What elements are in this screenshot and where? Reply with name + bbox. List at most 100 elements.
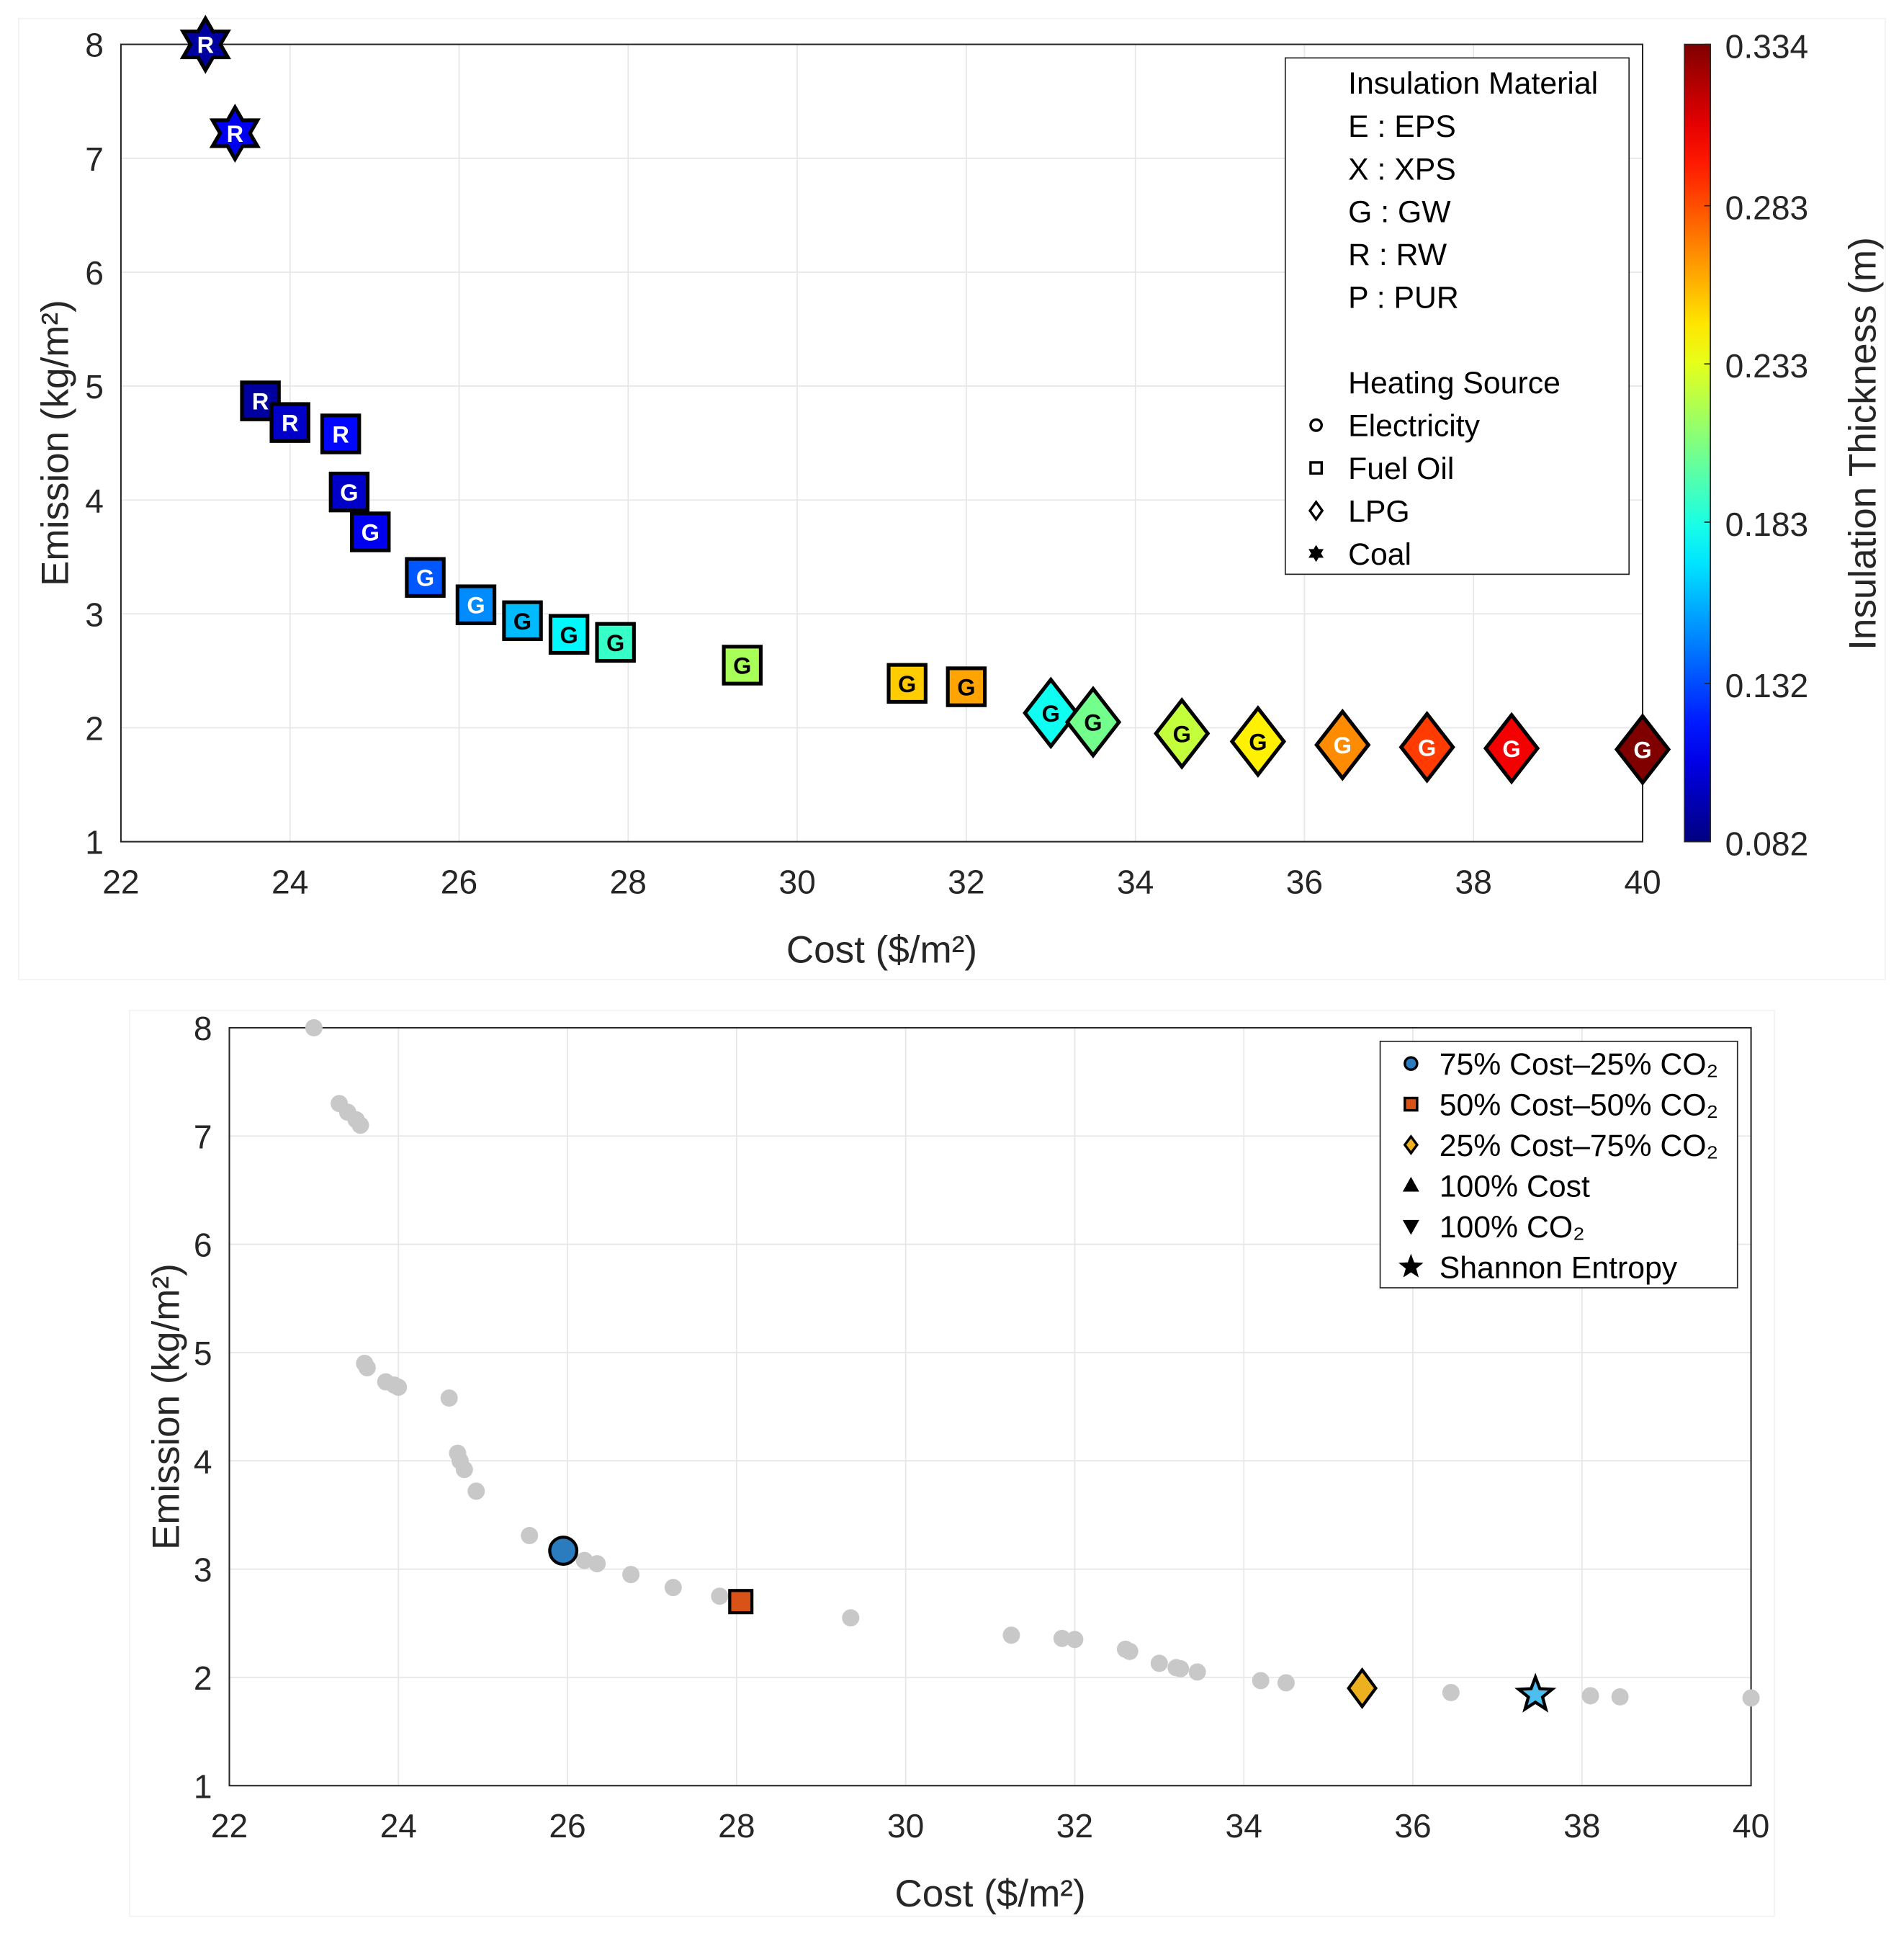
pareto-point xyxy=(588,1555,606,1573)
data-point: R xyxy=(320,413,362,454)
data-point: R xyxy=(209,103,261,163)
material-letter: G xyxy=(733,653,751,678)
pareto-point xyxy=(1002,1626,1020,1644)
colorbar-tick-label: 0.334 xyxy=(1725,27,1809,65)
data-point: G xyxy=(722,645,763,686)
data-point: R xyxy=(269,402,310,443)
x-tick-label: 36 xyxy=(1394,1807,1431,1845)
star-marker xyxy=(1514,1672,1557,1713)
legend-title-source: Heating Source xyxy=(1348,366,1561,400)
y-tick-label: 5 xyxy=(85,368,104,405)
x-tick-label: 22 xyxy=(211,1807,248,1845)
legend-entry-label: 50% Cost–50% CO₂ xyxy=(1440,1088,1718,1122)
data-point: G xyxy=(595,622,636,663)
x-tick-label: 28 xyxy=(610,863,647,900)
x-axis-label: Cost ($/m²) xyxy=(894,1873,1085,1915)
y-axis-label: Emission (kg/m²) xyxy=(145,1263,187,1550)
x-tick-label: 30 xyxy=(887,1807,924,1845)
data-point: R xyxy=(179,14,231,74)
material-letter: G xyxy=(957,675,975,701)
pareto-point xyxy=(622,1566,640,1584)
y-tick-label: 5 xyxy=(194,1335,212,1372)
data-point: G xyxy=(1614,713,1671,786)
circle-marker xyxy=(1404,1056,1419,1071)
legend-source-item: Electricity xyxy=(1348,409,1481,444)
material-letter: G xyxy=(340,480,358,506)
data-point: G xyxy=(1023,676,1079,750)
pareto-point xyxy=(1121,1642,1139,1660)
x-tick-label: 32 xyxy=(948,863,984,900)
pareto-point xyxy=(358,1359,376,1376)
material-letter: G xyxy=(513,609,531,635)
lpg-diamond-marker xyxy=(1398,710,1455,784)
lpg-diamond-marker xyxy=(1614,713,1671,786)
pareto-point xyxy=(1442,1684,1460,1701)
legend-material-item: E : EPS xyxy=(1348,109,1456,144)
material-letter: G xyxy=(416,565,434,591)
legend-entry-label: Shannon Entropy xyxy=(1440,1250,1678,1285)
pareto-point xyxy=(1188,1663,1206,1681)
x-tick-label: 22 xyxy=(102,863,139,900)
material-letter: G xyxy=(1173,721,1191,747)
square-marker xyxy=(728,1589,754,1615)
fuel-oil-square-marker xyxy=(886,663,928,704)
coal-star-marker xyxy=(179,14,231,74)
triangle-down-marker xyxy=(1402,1219,1419,1235)
material-letter: R xyxy=(282,411,298,436)
x-tick-label: 36 xyxy=(1286,863,1323,900)
y-tick-label: 3 xyxy=(194,1551,212,1589)
pareto-point xyxy=(1277,1674,1295,1692)
legend-material-item: G : GW xyxy=(1348,195,1451,230)
data-point: G xyxy=(405,557,446,598)
pareto-point xyxy=(455,1461,473,1479)
material-letter: G xyxy=(467,593,485,619)
circle-marker xyxy=(548,1536,579,1567)
data-point: G xyxy=(1483,712,1540,785)
y-tick-label: 6 xyxy=(194,1227,212,1264)
diamond-icon xyxy=(1308,500,1324,521)
legend-bottom: 75% Cost–25% CO₂ 50% Cost–50% CO₂ 25% Cost… xyxy=(1379,1040,1738,1289)
material-letter: G xyxy=(1042,701,1060,727)
data-point: G xyxy=(1398,710,1455,784)
data-point: G xyxy=(1154,697,1211,770)
legend-material-item: X : XPS xyxy=(1348,152,1456,187)
fuel-oil-square-marker xyxy=(502,600,543,642)
legend-entry-label: 25% Cost–75% CO₂ xyxy=(1440,1129,1718,1163)
lpg-diamond-marker xyxy=(1023,676,1079,750)
legend-entry-label: 100% CO₂ xyxy=(1440,1210,1585,1245)
legend-source-item: Fuel Oil xyxy=(1348,452,1454,486)
fuel-oil-square-marker xyxy=(595,622,636,663)
y-tick-label: 4 xyxy=(194,1443,212,1480)
y-tick-label: 1 xyxy=(194,1767,212,1805)
colorbar-tick-label: 0.283 xyxy=(1725,189,1809,226)
pareto-point xyxy=(1611,1688,1629,1706)
pareto-point xyxy=(664,1579,682,1597)
pareto-point xyxy=(1742,1689,1760,1707)
material-letter: G xyxy=(1084,710,1102,736)
x-tick-label: 26 xyxy=(549,1807,585,1845)
x-axis-label: Cost ($/m²) xyxy=(786,928,977,971)
circle-icon xyxy=(1309,418,1324,432)
data-point: G xyxy=(1314,708,1371,781)
material-letter: R xyxy=(227,121,243,147)
data-point: R xyxy=(240,380,281,421)
pareto-point xyxy=(1252,1672,1270,1690)
square-icon xyxy=(1309,461,1324,475)
legend-entry-label: 100% Cost xyxy=(1440,1169,1590,1204)
x-tick-label: 24 xyxy=(271,863,308,900)
lpg-diamond-marker xyxy=(1154,697,1211,770)
diamond-marker xyxy=(1347,1667,1378,1709)
y-axis-label: Emission (kg/m²) xyxy=(34,300,76,586)
y-tick-label: 8 xyxy=(194,1010,212,1047)
colorbar xyxy=(1684,43,1711,843)
material-letter: G xyxy=(1334,732,1352,758)
x-tick-label: 40 xyxy=(1624,863,1661,900)
axes-box xyxy=(120,43,1644,843)
pareto-point xyxy=(351,1116,369,1134)
material-letter: G xyxy=(560,622,578,648)
lpg-diamond-marker xyxy=(1314,708,1371,781)
material-letter: G xyxy=(1502,736,1520,762)
x-tick-label: 40 xyxy=(1733,1807,1769,1845)
